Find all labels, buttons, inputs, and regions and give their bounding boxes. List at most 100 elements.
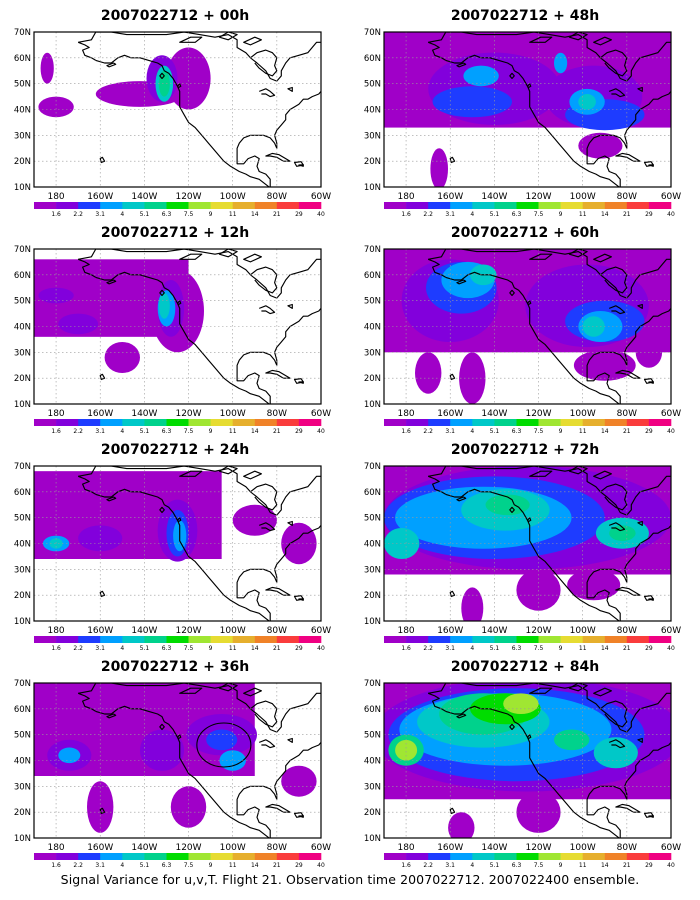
coastline — [77, 466, 321, 621]
colorbar-swatch — [560, 636, 583, 643]
map-frame — [383, 465, 672, 622]
variance-field — [34, 259, 204, 373]
colorbar-label: 3.1 — [95, 211, 105, 217]
colorbar-swatch — [34, 419, 57, 426]
colorbar-swatch — [144, 419, 167, 426]
lat-tick-label: 20N — [364, 808, 381, 818]
colorbar-swatch — [560, 419, 583, 426]
colorbar-swatch — [56, 202, 79, 209]
colorbar-swatch — [384, 853, 407, 860]
colorbar-label: 40 — [317, 428, 325, 434]
lat-tick-label: 70N — [14, 679, 31, 689]
colorbar-swatch — [494, 853, 517, 860]
colorbar-label: 6.3 — [512, 862, 522, 868]
colorbar-swatch — [298, 419, 322, 426]
colorbar-swatch — [276, 202, 300, 209]
lon-tick-label: 100W — [570, 192, 596, 202]
colorbar-label: 29 — [645, 211, 653, 217]
map-panel-24h: 2007022712 + 24h 10N 20N 30N 40N 50N 60N 70N 18… — [0, 434, 350, 652]
colorbar-swatch — [516, 636, 539, 643]
colorbar-label: 5.1 — [490, 862, 500, 868]
lat-tick-label: 20N — [364, 157, 381, 167]
colorbar-swatch — [144, 853, 167, 860]
map-panel-72h: 2007022712 + 72h 10N 20N 30N 40N 50N 60N 70N 18… — [350, 434, 700, 652]
lon-tick-label: 160W — [87, 409, 113, 419]
panel-title: 2007022712 + 60h — [450, 225, 600, 241]
panel-title: 2007022712 + 84h — [450, 659, 600, 675]
colorbar-swatch — [494, 636, 517, 643]
lat-tick-label: 50N — [364, 731, 381, 741]
map-panel-00h: 2007022712 + 00h 10N 20N 30N 40N 50N 60N 70N 18… — [0, 0, 350, 218]
lon-tick-label: 180 — [397, 192, 414, 202]
colorbar-label: 2.2 — [423, 645, 433, 651]
colorbar-label: 1.6 — [401, 645, 411, 651]
colorbar-swatch — [428, 636, 451, 643]
colorbar-label: 2.2 — [423, 211, 433, 217]
colorbar-swatch — [626, 202, 650, 209]
lat-tick-label: 70N — [364, 28, 381, 38]
colorbar-swatch — [626, 636, 650, 643]
colorbar-label: 7.5 — [184, 862, 194, 868]
grid — [384, 683, 671, 838]
map-36h: 10N 20N 30N 40N 50N 60N 70N 180 160W 140W 120W 100W… — [14, 679, 331, 869]
lat-tick-label: 40N — [364, 106, 381, 116]
colorbar-label: 3.1 — [445, 862, 455, 868]
colorbar-label: 7.5 — [184, 211, 194, 217]
colorbar-label: 14 — [251, 211, 259, 217]
lat-tick-label: 60N — [364, 271, 381, 281]
colorbar-swatch — [560, 853, 583, 860]
colorbar-swatch — [384, 636, 407, 643]
colorbar-label: 6.3 — [162, 862, 172, 868]
colorbar-label: 1.6 — [51, 211, 61, 217]
grid — [34, 249, 321, 404]
lat-tick-label: 20N — [364, 591, 381, 601]
colorbar-swatch — [538, 853, 561, 860]
colorbar-label: 40 — [667, 211, 675, 217]
lon-tick-label: 120W — [175, 626, 201, 636]
panel-title: 2007022712 + 24h — [100, 442, 250, 458]
lon-tick-label: 80W — [617, 843, 637, 853]
variance-field — [384, 466, 671, 621]
lat-tick-label: 30N — [14, 565, 31, 575]
lon-tick-label: 80W — [617, 192, 637, 202]
colorbar-label: 14 — [251, 428, 259, 434]
colorbar-label: 11 — [229, 862, 237, 868]
colorbar-swatch — [472, 853, 495, 860]
panel-title: 2007022712 + 00h — [100, 8, 250, 24]
lat-tick-label: 10N — [14, 834, 31, 844]
colorbar-swatch — [384, 419, 407, 426]
colorbar-label: 3.1 — [95, 645, 105, 651]
variance-field — [34, 683, 317, 833]
map-panel-48h: 2007022712 + 48h 10N 20N 30N 40N 50N 60N 70N 18… — [350, 0, 700, 218]
colorbar-label: 7.5 — [184, 645, 194, 651]
colorbar-label: 3.1 — [445, 645, 455, 651]
panel-title: 2007022712 + 12h — [100, 225, 250, 241]
colorbar-label: 29 — [295, 862, 303, 868]
colorbar-label: 29 — [645, 428, 653, 434]
lat-tick-label: 60N — [14, 54, 31, 64]
colorbar-swatch — [56, 853, 79, 860]
colorbar-label: 40 — [317, 862, 325, 868]
variance-field — [384, 683, 671, 838]
colorbar-label: 5.1 — [140, 428, 150, 434]
colorbar-label: 1.6 — [51, 428, 61, 434]
colorbar-swatch — [188, 636, 211, 643]
lat-tick-label: 70N — [14, 245, 31, 255]
lat-tick-label: 40N — [14, 106, 31, 116]
colorbar-label: 4 — [470, 645, 474, 651]
variance-field — [38, 47, 211, 118]
map-frame — [33, 31, 322, 188]
colorbar-swatch — [166, 419, 189, 426]
lat-tick-label: 30N — [364, 782, 381, 792]
colorbar-swatch — [166, 853, 189, 860]
colorbar-label: 9 — [559, 211, 563, 217]
colorbar-label: 9 — [559, 645, 563, 651]
lat-tick-label: 70N — [14, 28, 31, 38]
map-frame — [383, 682, 672, 839]
colorbar-swatch — [144, 636, 167, 643]
colorbar-swatch — [406, 419, 429, 426]
contour-ring — [196, 722, 252, 768]
colorbar-swatch — [582, 636, 606, 643]
colorbar-swatch — [34, 853, 57, 860]
lon-tick-label: 80W — [617, 626, 637, 636]
